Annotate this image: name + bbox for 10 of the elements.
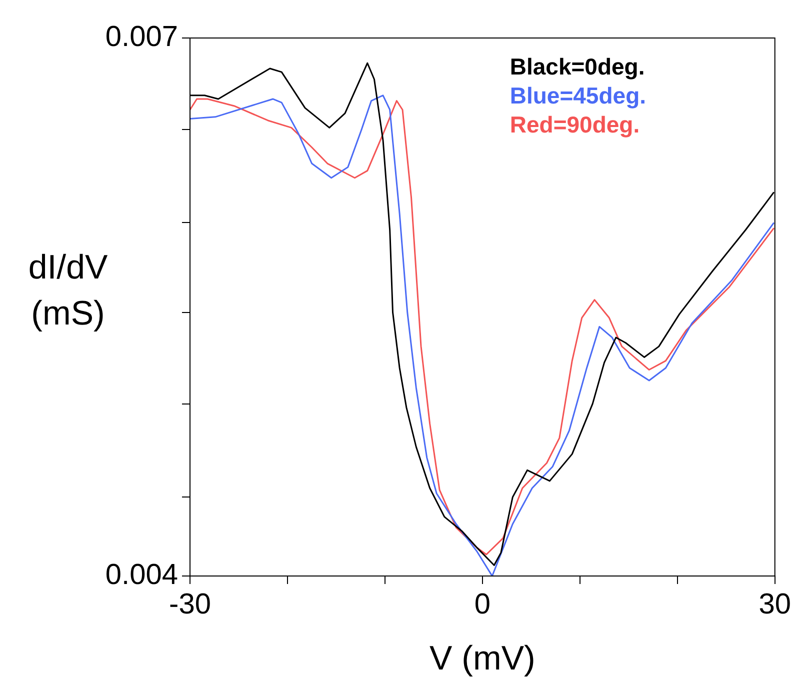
text: Blue=45deg.: [510, 82, 646, 108]
text: Red=90deg.: [510, 111, 640, 138]
x-tick-label: 30: [758, 588, 792, 620]
y-tick-label: 0.004: [105, 559, 178, 591]
text: Black=0deg.: [510, 53, 645, 80]
x-axis-title: V (mV): [430, 639, 536, 678]
y-tick-label: 0.007: [105, 21, 178, 53]
x-tick-label: 0: [474, 588, 491, 620]
x-tick-label: -30: [169, 588, 211, 620]
y-axis-title: dI/dV (mS): [28, 248, 108, 332]
